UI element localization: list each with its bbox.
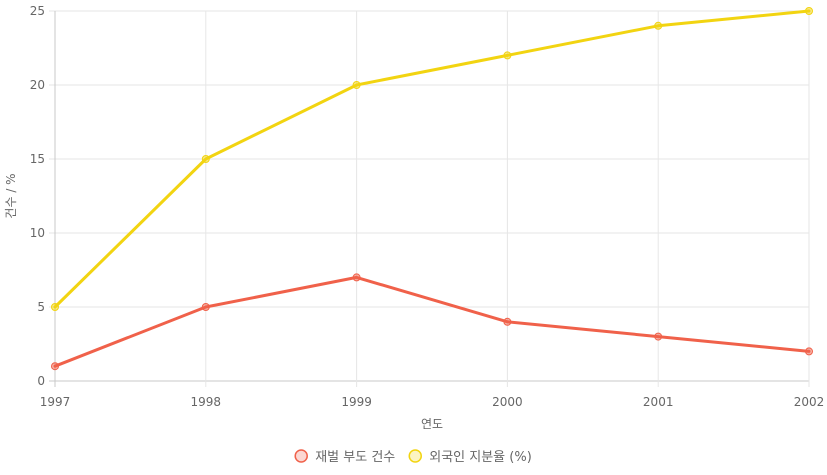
legend-marker-icon [294,449,308,463]
x-axis-title: 연도 [421,417,443,431]
grid-lines [49,10,810,387]
y-axis-title: 건수 / % [4,173,18,218]
legend-label: 재벌 부도 건수 [315,450,395,465]
y-tick-label: 20 [30,78,45,92]
data-point[interactable] [51,362,59,371]
x-tick-label: 2001 [643,395,674,409]
y-tick-label: 0 [37,374,45,388]
data-point[interactable] [654,21,663,30]
data-point[interactable] [805,7,813,15]
data-point[interactable] [51,303,59,311]
x-tick-label: 1999 [341,395,372,409]
series-1 [51,273,813,371]
data-point[interactable] [654,332,663,341]
x-tick-label: 1997 [40,395,71,409]
legend-marker-icon [408,449,422,463]
data-point[interactable] [503,51,512,60]
series-layer [51,7,813,371]
y-tick-label: 15 [30,152,45,166]
x-axis-ticks: 1997 1998 1999 2000 2001 2002 [40,395,825,409]
data-point[interactable] [352,273,361,282]
data-point[interactable] [201,155,210,163]
series-2 [51,7,813,311]
data-point[interactable] [805,347,813,356]
data-point[interactable] [352,81,361,89]
y-tick-label: 5 [37,300,45,314]
series-line [53,275,811,368]
x-tick-label: 1998 [191,395,222,409]
y-tick-label: 10 [30,226,45,240]
x-tick-label: 2000 [492,395,523,409]
y-tick-label: 25 [30,4,45,18]
data-point[interactable] [201,303,210,311]
x-tick-label: 2002 [794,395,825,409]
data-point[interactable] [503,317,512,326]
series-line [53,9,811,309]
legend-label: 외국인 지분율 (%) [429,450,532,465]
legend-item-2[interactable]: 외국인 지분율 (%) [408,449,532,465]
y-axis-ticks: 0 5 10 15 20 25 [30,4,45,388]
legend: 재벌 부도 건수 외국인 지분율 (%) [294,449,532,465]
legend-item-1[interactable]: 재벌 부도 건수 [294,449,395,465]
